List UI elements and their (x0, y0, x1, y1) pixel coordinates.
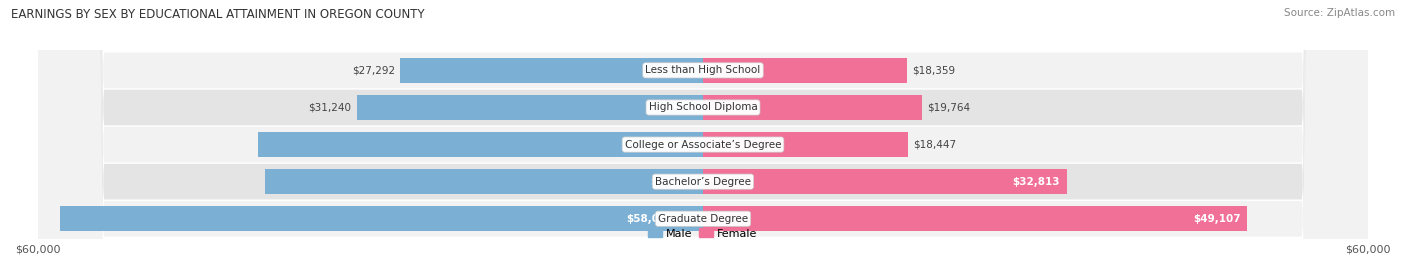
Text: High School Diploma: High School Diploma (648, 102, 758, 112)
Bar (703, 132, 907, 157)
FancyBboxPatch shape (38, 0, 1368, 269)
Text: $49,107: $49,107 (1194, 214, 1241, 224)
Text: Less than High School: Less than High School (645, 65, 761, 75)
Text: $32,813: $32,813 (1012, 177, 1060, 187)
Text: Bachelor’s Degree: Bachelor’s Degree (655, 177, 751, 187)
Text: Source: ZipAtlas.com: Source: ZipAtlas.com (1284, 8, 1395, 18)
Text: EARNINGS BY SEX BY EDUCATIONAL ATTAINMENT IN OREGON COUNTY: EARNINGS BY SEX BY EDUCATIONAL ATTAINMEN… (11, 8, 425, 21)
Text: $19,764: $19,764 (928, 102, 970, 112)
Bar (703, 169, 1067, 194)
Text: $27,292: $27,292 (352, 65, 395, 75)
Text: $40,123: $40,123 (650, 140, 697, 150)
Bar (357, 95, 703, 120)
FancyBboxPatch shape (38, 0, 1368, 269)
Text: College or Associate’s Degree: College or Associate’s Degree (624, 140, 782, 150)
Bar (259, 132, 703, 157)
Bar (703, 58, 907, 83)
Bar (266, 169, 703, 194)
Bar (401, 58, 703, 83)
FancyBboxPatch shape (38, 0, 1368, 269)
Text: $58,036: $58,036 (626, 214, 673, 224)
Bar (59, 206, 703, 231)
Bar (703, 95, 922, 120)
FancyBboxPatch shape (38, 0, 1368, 269)
Text: $39,485: $39,485 (651, 177, 697, 187)
Legend: Male, Female: Male, Female (644, 224, 762, 243)
Text: Graduate Degree: Graduate Degree (658, 214, 748, 224)
FancyBboxPatch shape (38, 0, 1368, 269)
Text: $31,240: $31,240 (308, 102, 352, 112)
Bar (703, 206, 1247, 231)
Text: $18,447: $18,447 (912, 140, 956, 150)
Text: $18,359: $18,359 (912, 65, 955, 75)
